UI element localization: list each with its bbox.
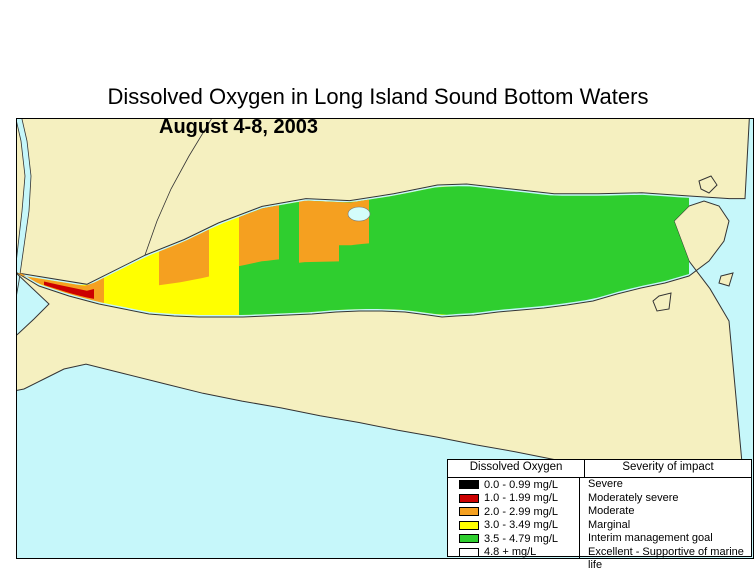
svg-text:August 4-8, 2003: August 4-8, 2003	[159, 119, 318, 138]
